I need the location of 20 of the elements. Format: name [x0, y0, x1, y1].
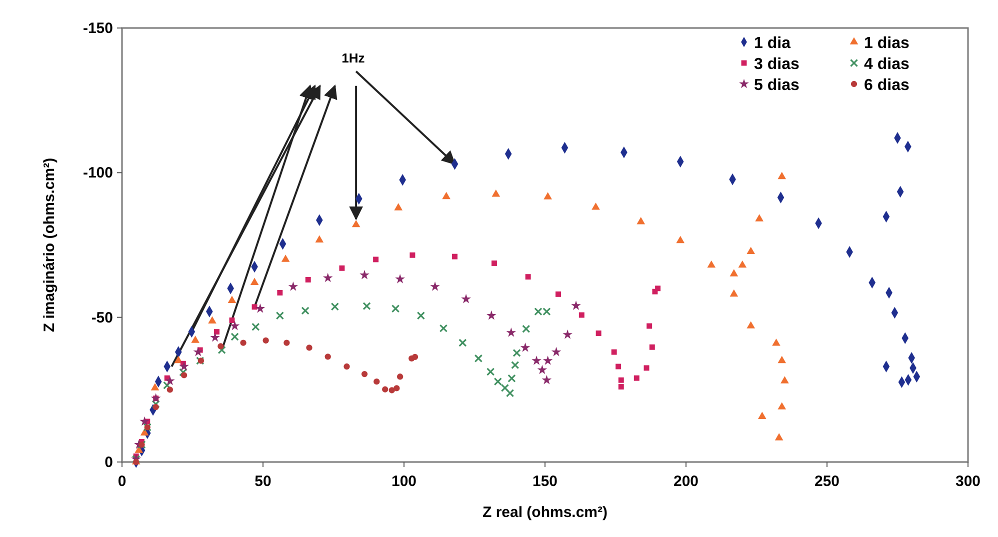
y-axis-title: Z imaginário (ohms.cm²)	[41, 158, 58, 332]
y-tick-label: -150	[82, 20, 113, 37]
x-tick-label: 100	[391, 473, 417, 490]
legend-label: 1 dias	[864, 35, 910, 52]
legend-label: 3 dias	[754, 56, 800, 73]
y-tick-label: 0	[104, 454, 113, 471]
y-tick-label: -50	[91, 309, 113, 326]
legend-label: 5 dias	[754, 77, 800, 94]
legend-label: 6 dias	[864, 77, 910, 94]
annotation: 1Hz	[342, 50, 366, 66]
legend-label: 4 dias	[864, 56, 910, 73]
x-tick-label: 50	[254, 473, 272, 490]
y-tick-label: -100	[82, 164, 113, 182]
x-axis-title: Z real (ohms.cm²)	[482, 504, 608, 521]
x-tick-label: 200	[673, 473, 699, 490]
x-tick-label: 250	[814, 473, 840, 490]
legend-label: 1 dia	[754, 35, 791, 52]
x-tick-label: 150	[532, 473, 558, 490]
x-tick-label: 0	[118, 473, 126, 490]
x-tick-label: 300	[955, 473, 981, 490]
